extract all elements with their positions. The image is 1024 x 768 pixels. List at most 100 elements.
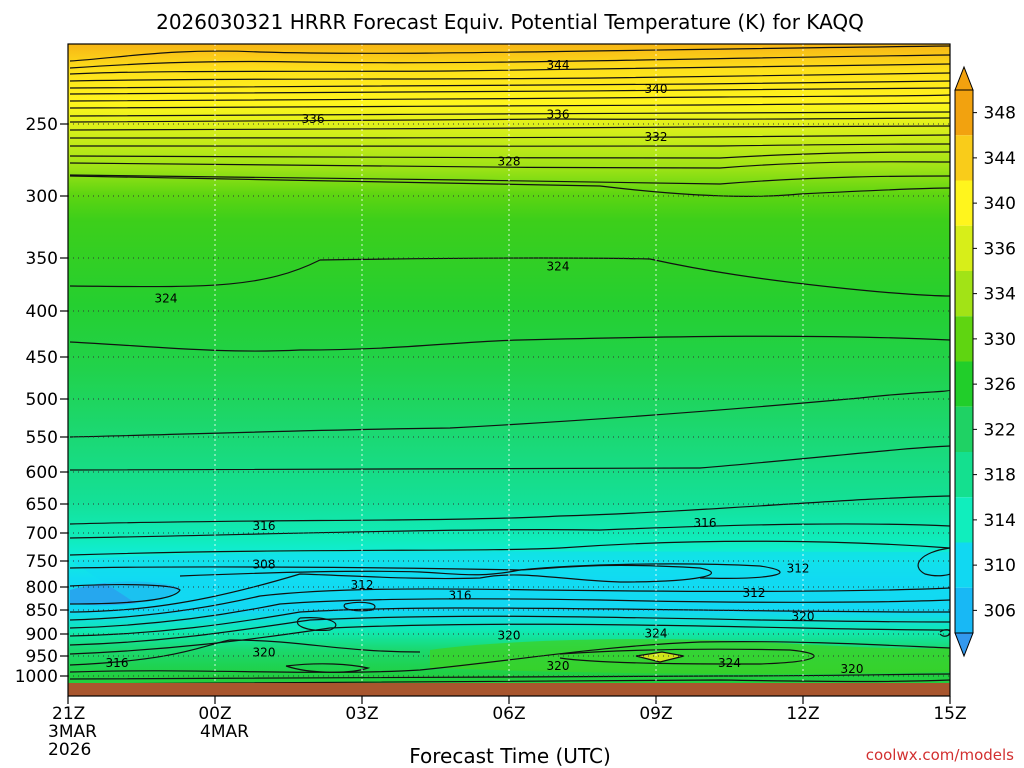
contour-label-text: 340 xyxy=(645,82,668,96)
contour-label: 324 xyxy=(547,259,570,273)
colorbar-segment xyxy=(955,587,973,633)
colorbar-bottom-arrow xyxy=(954,632,974,658)
contour-label-text: 332 xyxy=(645,130,668,144)
contour-line-26 xyxy=(179,569,521,577)
contour-label-text: 324 xyxy=(155,291,178,305)
contour-label-text: 320 xyxy=(498,628,521,642)
y-tick-label: 350 xyxy=(26,249,58,269)
contour-label: 324 xyxy=(155,291,178,305)
x-tick-label: 03Z xyxy=(345,704,378,724)
contour-label: 320 xyxy=(253,645,276,659)
contour-line-19 xyxy=(69,389,950,438)
contour-line-12 xyxy=(69,143,950,148)
contour-label: 336 xyxy=(547,107,570,121)
x-tick-label: 00Z xyxy=(198,704,231,724)
contour-label-text: 324 xyxy=(645,627,668,641)
colorbar-label: 310 xyxy=(984,556,1016,576)
contour-line-2 xyxy=(69,63,950,75)
colorbar-label: 336 xyxy=(984,239,1016,259)
colorbar-top-arrow xyxy=(954,65,974,91)
y-tick-label: 250 xyxy=(26,115,58,135)
colorbar-label: 314 xyxy=(984,511,1016,531)
colorbar-segment xyxy=(955,225,973,271)
contour-label: 324 xyxy=(645,627,668,641)
y-tick-label: 500 xyxy=(26,390,58,410)
contour-label-text: 312 xyxy=(351,578,374,592)
ground-layer xyxy=(68,683,950,696)
contour-line-3 xyxy=(69,72,950,82)
contour-label-text: 320 xyxy=(792,610,815,624)
credit-text: coolwx.com/models xyxy=(866,746,1014,764)
contour-label: 320 xyxy=(792,610,815,624)
contour-label-text: 324 xyxy=(718,656,741,670)
contour-line-18 xyxy=(69,335,950,352)
y-tick-label: 650 xyxy=(26,495,58,515)
y-tick-label: 300 xyxy=(26,187,58,207)
chart-title: 2026030321 HRRR Forecast Equiv. Potentia… xyxy=(156,10,864,34)
colorbar-frame xyxy=(954,89,974,634)
x-tick-sublabel: 2026 xyxy=(48,740,91,760)
contour-label-text: 312 xyxy=(787,561,810,575)
x-axis-label: Forecast Time (UTC) xyxy=(409,744,611,768)
contour-label-text: 316 xyxy=(694,516,717,530)
x-tick-label: 06Z xyxy=(492,704,525,724)
contour-line-43 xyxy=(939,629,950,637)
y-tick-label: 850 xyxy=(26,601,58,621)
contour-line-28 xyxy=(917,547,950,577)
contour-line-10 xyxy=(69,125,950,131)
colorbar-label: 326 xyxy=(984,375,1016,395)
colorbar-label: 322 xyxy=(984,420,1016,440)
y-tick-label: 1000 xyxy=(15,667,58,687)
contour-label: 340 xyxy=(645,82,668,96)
contour-line-31 xyxy=(69,607,950,637)
contour-line-1 xyxy=(69,54,950,69)
contour-label-text: 316 xyxy=(106,656,129,670)
contour-label: 320 xyxy=(841,662,864,676)
gridlines xyxy=(68,44,950,696)
contour-line-6 xyxy=(69,94,950,102)
contour-label: 316 xyxy=(106,656,129,670)
contour-label: 332 xyxy=(645,130,668,144)
contour-label-text: 328 xyxy=(498,154,521,168)
contour-line-8 xyxy=(69,111,950,117)
colorbar-label: 330 xyxy=(984,330,1016,350)
contour-label: 324 xyxy=(718,656,741,670)
colorbar-segment xyxy=(955,180,973,226)
warm-patch-green xyxy=(430,639,950,675)
y-tick-label: 900 xyxy=(26,625,58,645)
colorbar-label: 348 xyxy=(984,104,1016,124)
y-tick-label: 700 xyxy=(26,524,58,544)
contour-label: 344 xyxy=(547,58,570,72)
contour-line-13 xyxy=(69,151,950,159)
y-axis-ticks: 250 300 350 400 450 500 550 600 650 700 750 800 850 9… xyxy=(15,115,68,687)
contour-label: 308 xyxy=(253,558,276,572)
contour-line-16 xyxy=(69,175,950,197)
contour-line-15 xyxy=(69,174,950,185)
contour-line-30 xyxy=(69,598,950,629)
contour-line-9 xyxy=(69,117,950,123)
contour-label-text: 320 xyxy=(253,645,276,659)
colorbar-segment xyxy=(955,406,973,452)
contour-label: 316 xyxy=(694,516,717,530)
contour-line-4 xyxy=(69,80,950,89)
colorbar-label: 334 xyxy=(984,285,1016,305)
contour-line-24 xyxy=(69,584,181,605)
contour-label: 328 xyxy=(498,154,521,168)
x-tick-label: 15Z xyxy=(933,704,966,724)
contour-line-5 xyxy=(69,87,950,95)
contour-line-32 xyxy=(69,615,950,646)
contour-labels: 344 340 336 336 332 328 324 324 316 316 308 312 316 3… xyxy=(106,58,864,676)
contour-label-text: 316 xyxy=(253,519,276,533)
colorbar-segment xyxy=(955,316,973,362)
x-tick-label: 21Z xyxy=(52,704,85,724)
contour-label: 312 xyxy=(743,586,766,600)
contour-line-21 xyxy=(69,495,950,525)
contour-label-text: 312 xyxy=(743,586,766,600)
contour-label-text: 320 xyxy=(547,659,570,673)
contour-line-33 xyxy=(69,623,950,655)
colorbar-label: 340 xyxy=(984,194,1016,214)
contour-line-38 xyxy=(296,617,337,631)
x-tick-label: 12Z xyxy=(786,704,819,724)
